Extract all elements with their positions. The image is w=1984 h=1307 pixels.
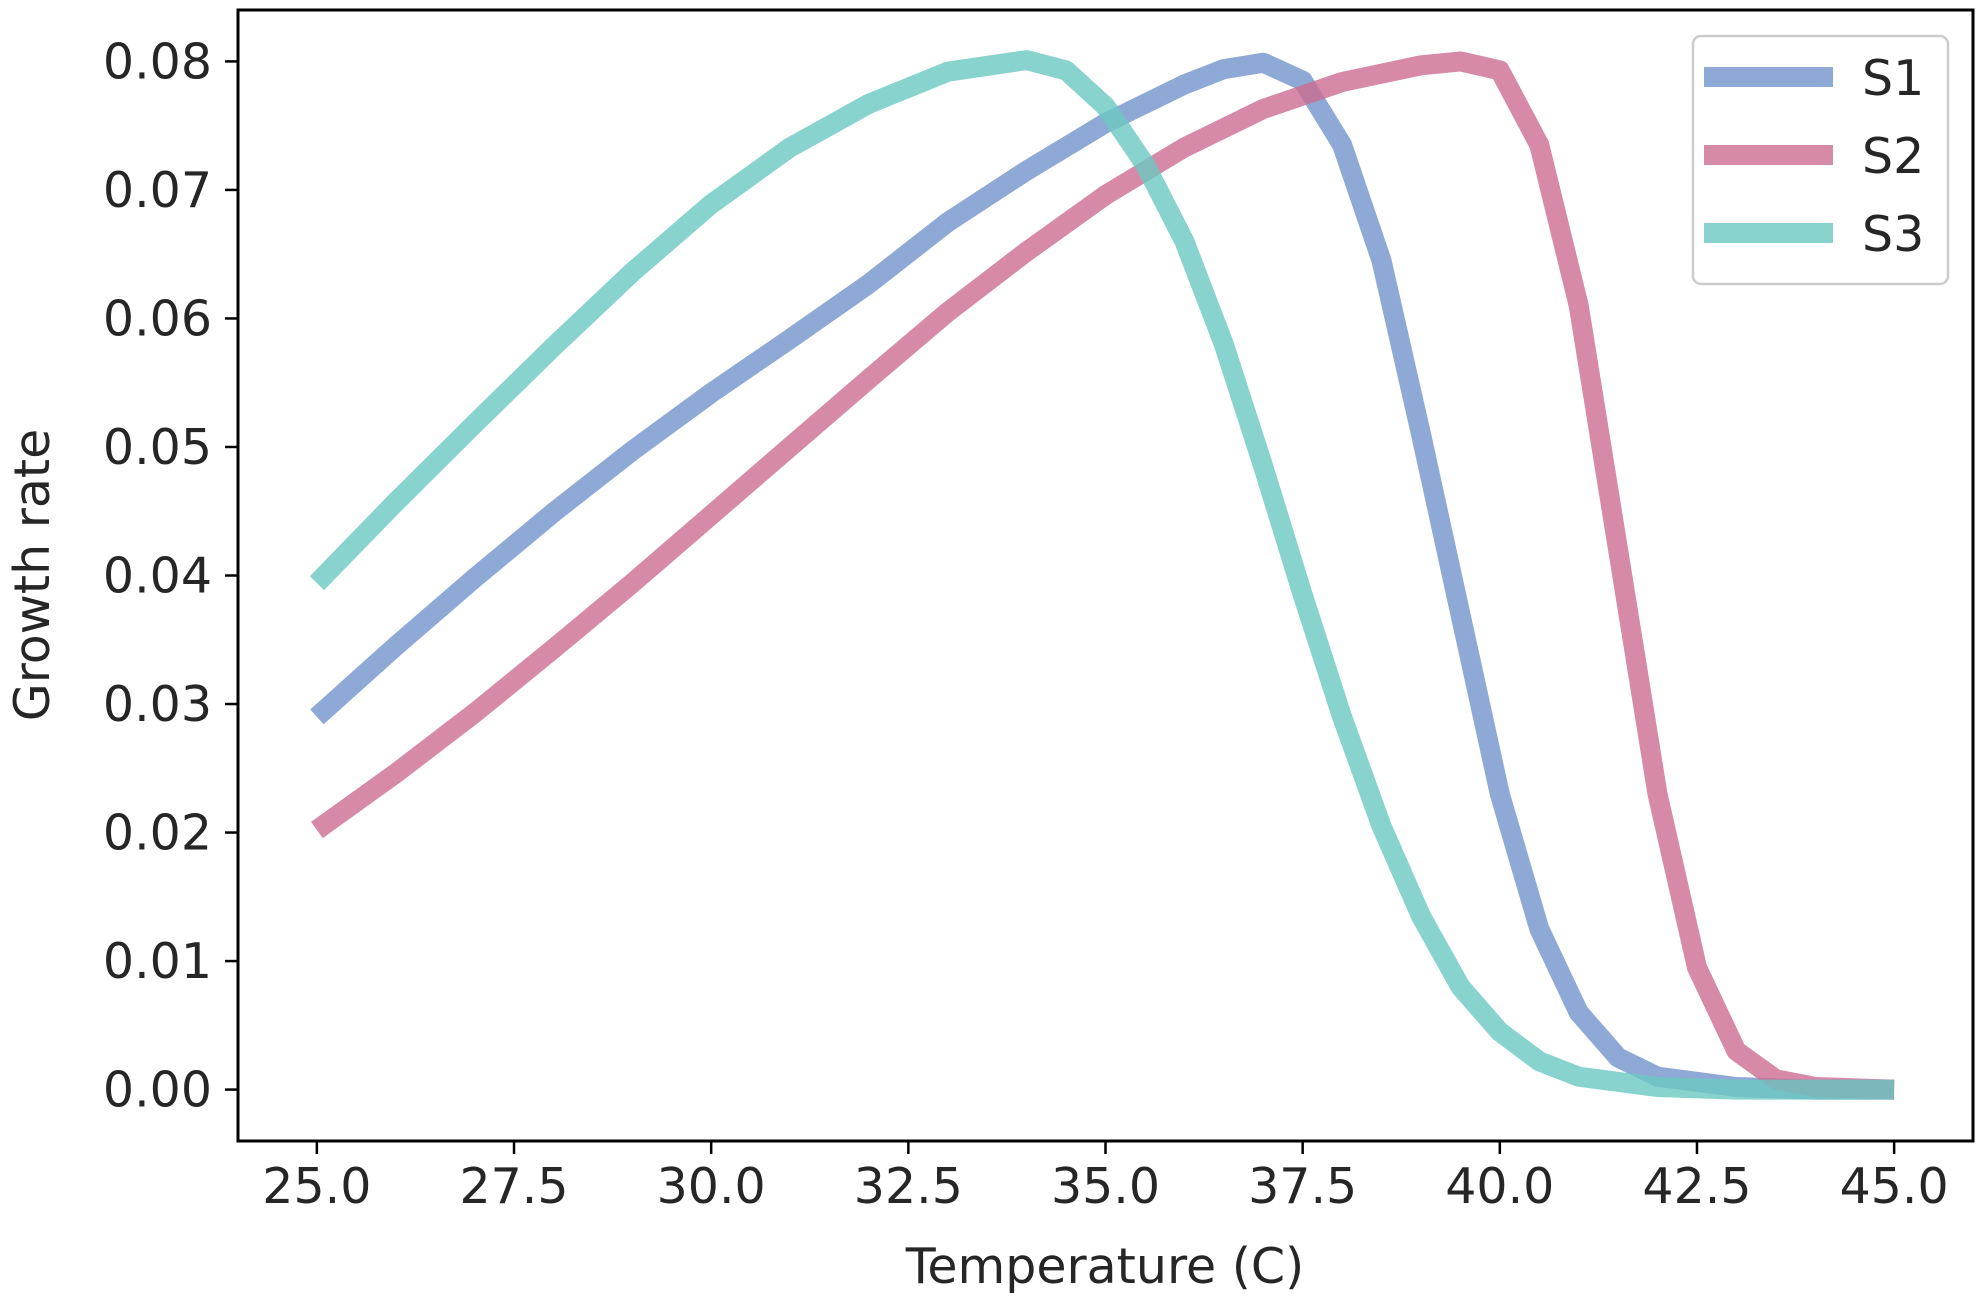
series-layer xyxy=(309,50,1895,1100)
series-line-s2 xyxy=(311,51,1895,1100)
legend-label-s2: S2 xyxy=(1862,128,1924,185)
x-tick-label: 37.5 xyxy=(1248,1158,1357,1215)
y-tick-label: 0.04 xyxy=(103,548,212,605)
y-axis-label: Growth rate xyxy=(4,429,61,721)
legend-label-s3: S3 xyxy=(1862,206,1924,263)
series-line-s3 xyxy=(309,50,1895,1100)
y-axis: 0.00 0.01 0.02 0.03 0.04 0.05 0.06 0.07 0.08 xyxy=(103,33,238,1119)
x-axis-label: Temperature (C) xyxy=(905,1238,1304,1295)
legend-label-s1: S1 xyxy=(1862,50,1924,107)
x-tick-label: 45.0 xyxy=(1840,1158,1949,1215)
x-tick-label: 32.5 xyxy=(854,1158,963,1215)
x-tick-label: 35.0 xyxy=(1051,1158,1160,1215)
x-tick-label: 25.0 xyxy=(262,1158,371,1215)
x-tick-label: 27.5 xyxy=(459,1158,568,1215)
x-tick-label: 30.0 xyxy=(657,1158,766,1215)
x-tick-label: 42.5 xyxy=(1642,1158,1751,1215)
legend: S1 S2 S3 xyxy=(1691,34,1950,286)
x-tick-label: 40.0 xyxy=(1445,1158,1554,1215)
y-tick-label: 0.01 xyxy=(103,933,212,990)
y-tick-label: 0.00 xyxy=(103,1062,212,1119)
x-axis: 25.0 27.5 30.0 32.5 35.0 37.5 40.0 42.5 45.0 xyxy=(262,1141,1949,1215)
y-tick-label: 0.07 xyxy=(103,162,212,219)
y-tick-label: 0.03 xyxy=(103,676,212,733)
y-tick-label: 0.06 xyxy=(103,290,212,347)
y-tick-label: 0.02 xyxy=(103,805,212,862)
series-line-s1 xyxy=(310,52,1895,1100)
y-tick-label: 0.08 xyxy=(103,33,212,90)
y-tick-label: 0.05 xyxy=(103,419,212,476)
